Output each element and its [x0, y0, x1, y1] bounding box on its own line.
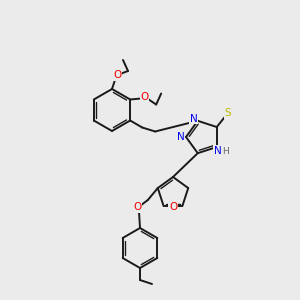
Text: H: H — [222, 148, 229, 157]
Text: N: N — [190, 114, 198, 124]
Text: S: S — [224, 108, 231, 118]
Text: O: O — [113, 70, 121, 80]
Text: N: N — [177, 132, 185, 142]
Text: O: O — [140, 92, 148, 103]
Text: N: N — [214, 146, 222, 156]
Text: O: O — [169, 202, 177, 212]
Text: O: O — [134, 202, 142, 212]
